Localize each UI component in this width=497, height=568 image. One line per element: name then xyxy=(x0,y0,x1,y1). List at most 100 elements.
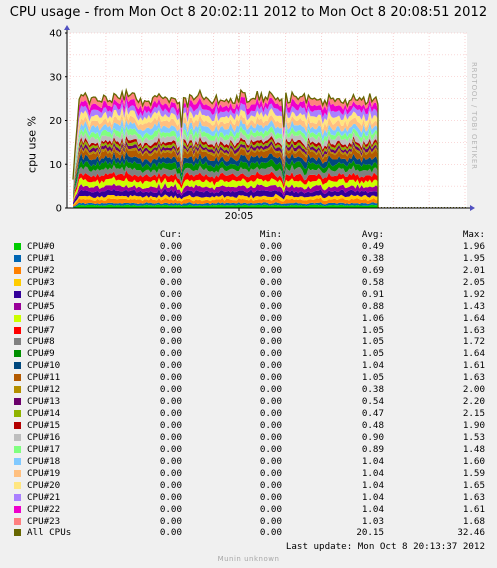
legend-name: CPU#7 xyxy=(27,324,55,336)
legend-max: 1.68 xyxy=(462,515,485,527)
legend-min: 0.00 xyxy=(259,503,282,515)
legend-swatch xyxy=(14,302,21,310)
legend-name: CPU#4 xyxy=(27,288,55,300)
legend-name: CPU#16 xyxy=(27,431,61,443)
legend-min: 0.00 xyxy=(259,336,282,348)
legend-name: CPU#14 xyxy=(27,408,61,420)
series-area-CPU11 xyxy=(73,146,378,196)
legend-cur: 0.00 xyxy=(159,443,182,455)
legend-cur: 0.00 xyxy=(159,503,182,515)
legend-row: CPU#9 0.00 0.00 1.05 1.64 xyxy=(0,348,497,360)
legend-row: All CPUs 0.00 0.00 20.15 32.46 xyxy=(0,527,497,539)
legend-min: 0.00 xyxy=(259,408,282,420)
series-area-CPU1 xyxy=(73,202,378,208)
cpu-usage-chart: 0 10 20 30 40 20:05 xyxy=(49,25,475,222)
legend-swatch xyxy=(14,242,21,250)
series-area-CPU14 xyxy=(73,138,378,193)
legend-swatch xyxy=(14,517,21,525)
series-line-all-cpus xyxy=(72,87,379,180)
legend-row: CPU#21 0.00 0.00 1.04 1.63 xyxy=(0,492,497,504)
legend-name: CPU#19 xyxy=(27,467,61,479)
legend-name: All CPUs xyxy=(27,527,72,539)
legend-name: CPU#13 xyxy=(27,396,61,408)
legend-max: 1.43 xyxy=(462,300,485,312)
legend-avg: 0.38 xyxy=(361,252,384,264)
legend-avg: 0.49 xyxy=(361,240,384,252)
legend-row: CPU#0 0.00 0.00 0.49 1.96 xyxy=(0,241,497,253)
legend-row: CPU#12 0.00 0.00 0.38 2.00 xyxy=(0,384,497,396)
legend-swatch xyxy=(14,445,21,453)
legend-min: 0.00 xyxy=(259,264,282,276)
legend-max: 1.63 xyxy=(462,491,485,503)
legend-header-row: Cur: Min: Avg: Max: xyxy=(0,229,497,241)
legend-name: CPU#2 xyxy=(27,264,55,276)
y-tick-label: 10 xyxy=(49,160,62,171)
legend-min: 0.00 xyxy=(259,252,282,264)
header-avg: Avg: xyxy=(361,229,384,240)
legend-cur: 0.00 xyxy=(159,491,182,503)
legend-max: 2.00 xyxy=(462,384,485,396)
legend-avg: 0.47 xyxy=(361,408,384,420)
legend-cur: 0.00 xyxy=(159,420,182,431)
legend-row: CPU#6 0.00 0.00 1.06 1.64 xyxy=(0,313,497,325)
legend-swatch xyxy=(14,505,21,513)
legend-max: 32.46 xyxy=(457,527,485,539)
legend-avg: 0.58 xyxy=(361,276,384,288)
legend-avg: 0.38 xyxy=(361,384,384,396)
legend-avg: 1.05 xyxy=(361,372,384,384)
legend-max: 1.63 xyxy=(462,372,485,384)
legend-name: CPU#15 xyxy=(27,420,61,431)
legend-min: 0.00 xyxy=(259,276,282,288)
series-area-CPU9 xyxy=(73,158,378,198)
legend-name: CPU#17 xyxy=(27,443,61,455)
legend-row: CPU#10 0.00 0.00 1.04 1.61 xyxy=(0,360,497,372)
legend-row: CPU#16 0.00 0.00 0.90 1.53 xyxy=(0,432,497,444)
legend-avg: 1.03 xyxy=(361,515,384,527)
legend-swatch xyxy=(14,278,21,286)
series-area-CPU15 xyxy=(73,135,378,193)
legend-name: CPU#8 xyxy=(27,336,55,348)
legend-cur: 0.00 xyxy=(159,384,182,396)
legend-min: 0.00 xyxy=(259,240,282,252)
legend-min: 0.00 xyxy=(259,348,282,360)
legend-avg: 0.89 xyxy=(361,443,384,455)
series-area-CPU20 xyxy=(73,106,378,186)
legend-avg: 1.04 xyxy=(361,360,384,372)
legend-cur: 0.00 xyxy=(159,408,182,420)
legend-row: CPU#5 0.00 0.00 0.88 1.43 xyxy=(0,301,497,313)
legend-cur: 0.00 xyxy=(159,288,182,300)
legend-avg: 20.15 xyxy=(356,527,384,539)
legend-name: CPU#9 xyxy=(27,348,55,360)
legend-swatch xyxy=(14,254,21,262)
legend-swatch xyxy=(14,314,21,322)
legend-cur: 0.00 xyxy=(159,276,182,288)
legend-max: 1.48 xyxy=(462,443,485,455)
legend-row: CPU#1 0.00 0.00 0.38 1.95 xyxy=(0,253,497,265)
legend-max: 2.01 xyxy=(462,264,485,276)
series-area-CPU16 xyxy=(73,129,378,192)
legend-max: 1.64 xyxy=(462,312,485,324)
x-axis-arrow xyxy=(470,205,475,211)
chart-axes: 0 10 20 30 40 20:05 xyxy=(49,25,475,222)
legend-row: CPU#15 0.00 0.00 0.48 1.90 xyxy=(0,420,497,432)
legend-max: 2.20 xyxy=(462,396,485,408)
legend-max: 1.60 xyxy=(462,455,485,467)
legend-min: 0.00 xyxy=(259,431,282,443)
series-area-CPU0 xyxy=(73,204,378,208)
legend-name: CPU#6 xyxy=(27,312,55,324)
legend-row: CPU#7 0.00 0.00 1.05 1.63 xyxy=(0,325,497,337)
stacked-areas xyxy=(72,87,467,208)
legend-avg: 1.04 xyxy=(361,467,384,479)
legend-max: 1.96 xyxy=(462,240,485,252)
legend-max: 1.61 xyxy=(462,503,485,515)
legend-name: CPU#5 xyxy=(27,300,55,312)
legend-row: CPU#20 0.00 0.00 1.04 1.65 xyxy=(0,480,497,492)
legend-min: 0.00 xyxy=(259,527,282,539)
legend-avg: 0.90 xyxy=(361,431,384,443)
footer-text: Munin unknown xyxy=(217,555,280,563)
y-tick-label: 0 xyxy=(56,204,62,215)
legend-name: CPU#1 xyxy=(27,252,55,264)
legend-cur: 0.00 xyxy=(159,479,182,491)
legend-cur: 0.00 xyxy=(159,312,182,324)
series-area-CPU10 xyxy=(73,151,378,197)
